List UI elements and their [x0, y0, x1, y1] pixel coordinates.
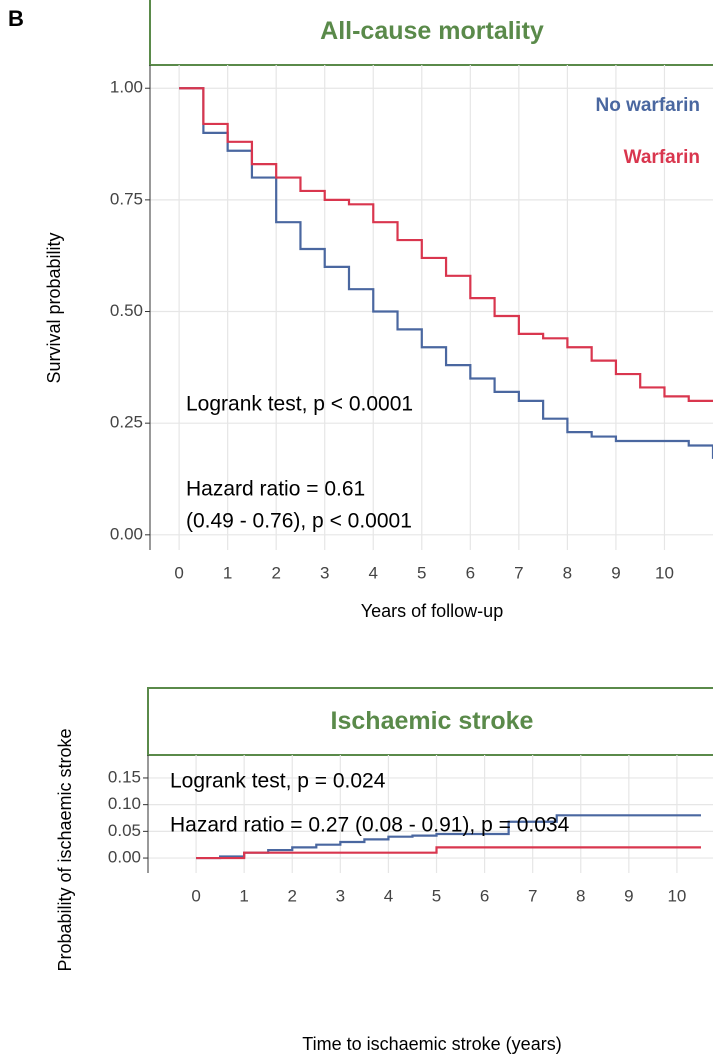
- title-strip: [147, 687, 713, 756]
- y-tick-label: 0.05: [108, 821, 141, 840]
- chart-title: Ischaemic stroke: [331, 707, 534, 735]
- panel-label: B: [8, 6, 24, 31]
- annotation: Logrank test, p < 0.0001: [186, 393, 413, 416]
- chart-title: All-cause mortality: [320, 17, 544, 45]
- plot: [179, 87, 713, 459]
- x-tick-label: 9: [611, 563, 620, 582]
- x-axis-label: Time to ischaemic stroke (years): [302, 1034, 561, 1054]
- x-tick-label: 7: [514, 563, 523, 582]
- annotation: Hazard ratio = 0.27 (0.08 - 0.91), p = 0…: [170, 814, 570, 837]
- x-tick-label: 10: [655, 563, 674, 582]
- survival-curve: [196, 846, 701, 860]
- x-tick-label: 0: [191, 886, 200, 905]
- x-tick-label: 8: [576, 886, 585, 905]
- x-tick-label: 1: [239, 886, 248, 905]
- annotation: (0.49 - 0.76), p < 0.0001: [186, 510, 412, 533]
- x-tick-label: 3: [336, 886, 345, 905]
- x-tick-label: 4: [384, 886, 393, 905]
- plot: [196, 814, 701, 860]
- annotation: Logrank test, p = 0.024: [170, 770, 386, 793]
- y-tick-label: 1.00: [110, 78, 143, 97]
- y-tick-label: 0.50: [110, 301, 143, 320]
- x-tick-label: 9: [624, 886, 633, 905]
- x-tick-label: 2: [271, 563, 280, 582]
- legend-label: No warfarin: [595, 95, 700, 116]
- y-tick-label: 0.10: [108, 794, 141, 813]
- survival-curve: [179, 87, 713, 402]
- x-tick-label: 2: [288, 886, 297, 905]
- x-tick-label: 6: [466, 563, 475, 582]
- x-tick-label: 0: [174, 563, 183, 582]
- survival-curve: [196, 814, 701, 860]
- x-tick-label: 3: [320, 563, 329, 582]
- y-tick-label: 0.00: [110, 524, 143, 543]
- y-tick-label: 0.00: [108, 848, 141, 867]
- x-tick-label: 4: [369, 563, 378, 582]
- annotation: Hazard ratio = 0.61: [186, 478, 365, 501]
- y-tick-label: 0.15: [108, 767, 141, 786]
- x-tick-label: 7: [528, 886, 537, 905]
- x-axis-label: Years of follow-up: [361, 601, 503, 621]
- y-axis-label: Survival probability: [44, 232, 64, 383]
- x-tick-label: 5: [417, 563, 426, 582]
- x-tick-label: 1: [223, 563, 232, 582]
- legend-label: Warfarin: [624, 147, 700, 168]
- y-tick-label: 0.25: [110, 413, 143, 432]
- x-tick-label: 10: [667, 886, 686, 905]
- title-strip: [149, 0, 713, 66]
- x-tick-label: 6: [480, 886, 489, 905]
- y-tick-label: 0.75: [110, 189, 143, 208]
- x-tick-label: 5: [432, 886, 441, 905]
- x-tick-label: 8: [563, 563, 572, 582]
- y-axis-label: Probability of ischaemic stroke: [55, 728, 75, 971]
